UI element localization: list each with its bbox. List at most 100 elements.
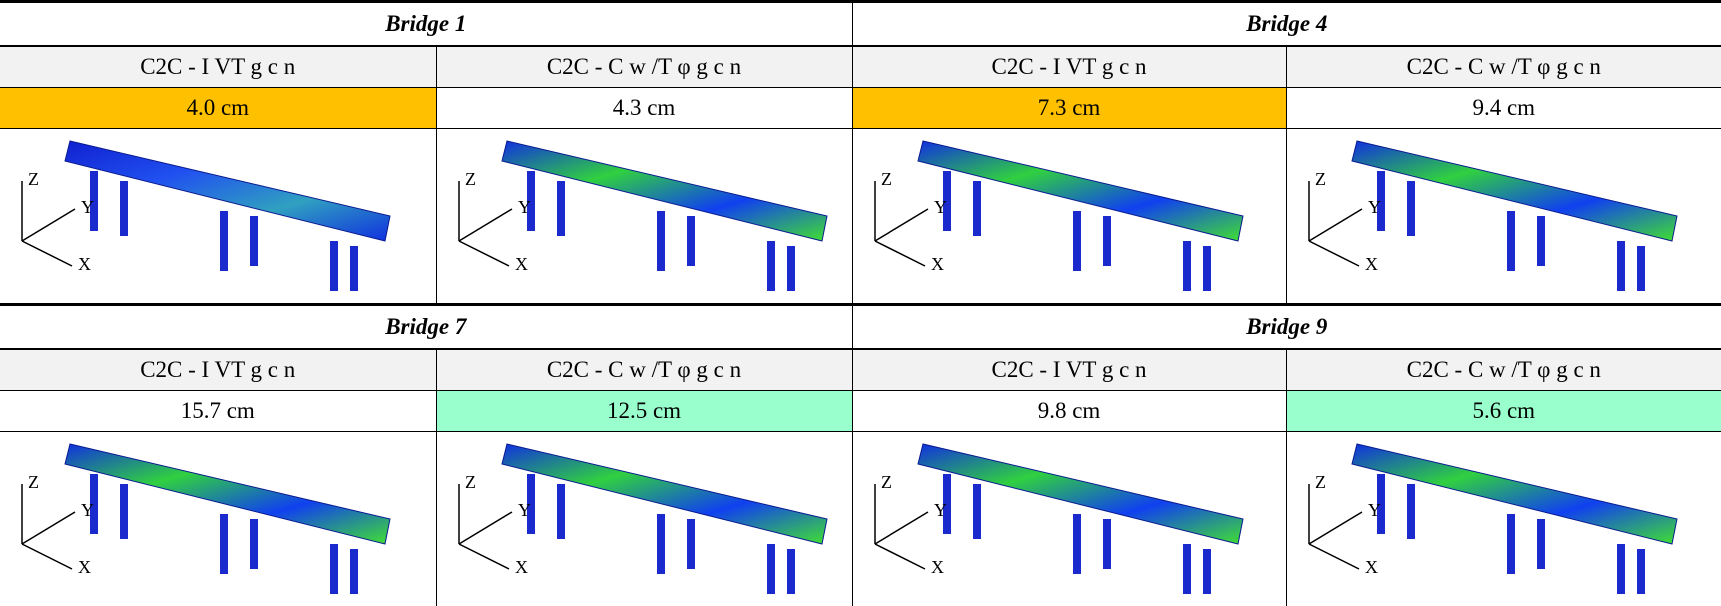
pier [220,514,228,574]
pier [350,246,358,291]
axis-label: X [1365,254,1378,274]
pier [1203,549,1211,594]
axis-label: Y [934,197,947,217]
column-header: C2C - I VT g c n [852,349,1286,391]
error-value: 12.5 cm [436,391,852,432]
point-cloud-image: Z Y X [437,131,837,301]
point-cloud-image: Z Y X [0,434,400,604]
pier [1617,544,1625,594]
pier [1183,544,1191,594]
axis-arrow [22,209,75,241]
pier [1073,514,1081,574]
bridge-title: Bridge 9 [852,305,1721,350]
axis-arrow [875,241,925,266]
pier [557,484,565,539]
column-header: C2C - C w /T φ g c n [436,46,852,88]
axis-arrow [875,209,928,241]
pier [687,216,695,266]
axis-label: Y [518,197,531,217]
point-cloud-image: ZYX [1287,434,1687,604]
error-value: 4.0 cm [0,88,436,129]
pier [1407,181,1415,236]
image-cell: Z Y X [1286,129,1721,305]
pier [120,484,128,539]
axis-label: X [515,557,528,577]
axis-arrow [459,209,512,241]
axis-label: Y [1368,197,1381,217]
pier [767,241,775,291]
axis-arrow [1309,209,1362,241]
axis-arrow [1309,241,1359,266]
pier [787,246,795,291]
pier [330,544,338,594]
axis-arrow [875,512,928,544]
axis-label: X [931,557,944,577]
axis-arrow [1309,544,1359,569]
axis-label: Y [81,500,94,520]
error-value: 9.4 cm [1286,88,1721,129]
pier [1183,241,1191,291]
bridge-title: Bridge 1 [0,2,852,47]
pier [1637,246,1645,291]
pier [1103,519,1111,569]
point-cloud-image: ZYX [853,434,1253,604]
pier [1537,216,1545,266]
pier [973,181,981,236]
error-value: 15.7 cm [0,391,436,432]
column-header: C2C - I VT g c n [0,349,436,391]
axis-label: Z [1315,169,1326,189]
axis-arrow [459,241,509,266]
pier [767,544,775,594]
axis-label: X [1365,557,1378,577]
image-cell: Z Y X [436,129,852,305]
pier [1507,514,1515,574]
axis-label: Y [1368,500,1381,520]
column-header: C2C - I VT g c n [0,46,436,88]
bridge-title: Bridge 4 [852,2,1721,47]
pier [687,519,695,569]
axis-arrow [875,544,925,569]
axis-arrow [459,544,509,569]
axis-arrow [1309,512,1362,544]
axis-label: Z [465,169,476,189]
axis-arrow [22,241,72,266]
pier [1203,246,1211,291]
error-value: 7.3 cm [852,88,1286,129]
axis-label: X [515,254,528,274]
axis-label: X [78,254,91,274]
column-header: C2C - C w /T φ g c n [1286,46,1721,88]
pier [250,519,258,569]
pier [120,181,128,236]
column-header: C2C - C w /T φ g c n [436,349,852,391]
axis-label: Y [518,500,531,520]
axis-label: X [78,557,91,577]
bridge-title: Bridge 7 [0,305,852,350]
column-header: C2C - I VT g c n [852,46,1286,88]
axis-arrow [459,512,512,544]
pier [330,241,338,291]
point-cloud-image: ZYX [853,131,1253,301]
image-cell: Z Y X [436,432,852,606]
axis-label: Z [28,169,39,189]
axis-label: Z [28,472,39,492]
pier [557,181,565,236]
pier [1407,484,1415,539]
error-value: 4.3 cm [436,88,852,129]
point-cloud-image: ZYX [0,131,400,301]
pier [350,549,358,594]
pier [1537,519,1545,569]
axis-label: Z [465,472,476,492]
pier [1103,216,1111,266]
pier [1617,241,1625,291]
axis-label: X [931,254,944,274]
